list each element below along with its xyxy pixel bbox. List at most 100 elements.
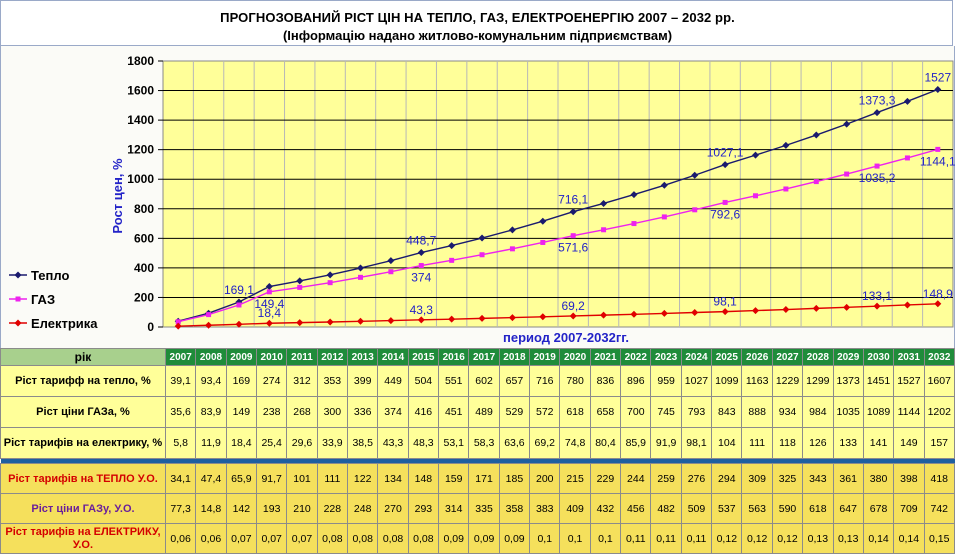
data-point [843, 303, 851, 311]
data-labels: 169,1 448,7 716,1 1027,1 1373,3 1527 149,4 374 5… [224, 71, 955, 321]
table-cell: 0,07 [225, 523, 258, 554]
year-header-cell: 2032 [923, 348, 955, 366]
data-point [205, 321, 213, 329]
data-point [782, 306, 790, 314]
year-header-cell: 2013 [347, 348, 379, 366]
year-header-cell: 2007 [164, 348, 197, 366]
table-cell: 229 [589, 463, 622, 494]
table-cell: 276 [680, 463, 713, 494]
data-point [661, 214, 667, 220]
y-axis-label: Рост цен, % [110, 158, 125, 234]
table-cell: 353 [316, 365, 349, 397]
data-point [752, 151, 759, 159]
table-cell: 85,9 [620, 427, 652, 459]
year-header-cell: 2022 [620, 348, 652, 366]
data-point [874, 163, 880, 169]
year-header-cell: 2009 [225, 348, 258, 366]
data-point [265, 319, 273, 327]
table-cell: 118 [771, 427, 804, 459]
table-cell: 98,1 [680, 427, 713, 459]
table-cell: 193 [255, 493, 288, 524]
table-cell: 343 [802, 463, 834, 494]
table-cell: 793 [680, 396, 713, 428]
table-cell: 529 [498, 396, 531, 428]
table-cell: 29,6 [286, 427, 318, 459]
table-cell: 126 [802, 427, 834, 459]
year-header-cell: 2027 [771, 348, 804, 366]
table-cell: 48,3 [407, 427, 440, 459]
data-point [903, 301, 911, 309]
y-tick-label: 1800 [127, 54, 154, 68]
table-row: Ріст ціни ГАЗу, У.О. 77,3 14,8 142 193 210 228… [0, 493, 955, 524]
data-label: 18,4 [258, 306, 282, 320]
table-cell: 309 [741, 463, 773, 494]
data-point [235, 320, 243, 328]
table-cell: 0,12 [771, 523, 804, 554]
series-1 [174, 86, 942, 325]
table-cell: 210 [286, 493, 318, 524]
table-cell: 0,1 [589, 523, 622, 554]
table-cell: 888 [741, 396, 773, 428]
y-axis: 0 200 400 600 800 1000 1200 1400 1600 1800 [127, 54, 163, 334]
table-cell: 1527 [893, 365, 925, 397]
table-cell: 157 [923, 427, 955, 459]
data-label: 1027,1 [707, 146, 744, 160]
table-cell: 39,1 [164, 365, 197, 397]
table-cell: 33,9 [316, 427, 349, 459]
data-label: 716,1 [558, 193, 588, 207]
data-point [175, 319, 181, 325]
table-cell: 274 [255, 365, 288, 397]
data-point [326, 318, 334, 326]
data-point [417, 316, 425, 324]
data-point [327, 280, 333, 286]
year-header-cell: 2018 [498, 348, 531, 366]
legend-label: ГАЗ [31, 292, 55, 307]
data-point [812, 304, 820, 312]
separator-cell [0, 458, 955, 464]
table-cell: 1451 [862, 365, 895, 397]
data-label: 149,4 [254, 297, 284, 311]
table-cell: 418 [923, 463, 955, 494]
data-point [630, 191, 638, 199]
year-header-cell: 2008 [195, 348, 227, 366]
table-cell: 11,9 [195, 427, 227, 459]
data-point [660, 309, 668, 317]
data-point [206, 312, 212, 318]
data-point [418, 263, 424, 269]
table-cell: 1202 [923, 396, 955, 428]
data-point [753, 193, 758, 199]
data-point [448, 315, 456, 323]
data-point [873, 109, 881, 117]
row-label: Ріст ціни ГАЗа, % [0, 396, 166, 428]
table-row: Ріст тарифів на ТЕПЛО У.О. 34,1 47,4 65,9 91… [0, 463, 955, 494]
data-point [843, 120, 851, 128]
table-cell: 780 [559, 365, 591, 397]
data-point [631, 221, 637, 227]
table-cell: 647 [832, 493, 864, 524]
row-label: Ріст ціни ГАЗу, У.О. [0, 493, 166, 524]
data-point [812, 131, 820, 139]
table-separator [0, 458, 955, 464]
table-cell: 504 [407, 365, 440, 397]
data-point [600, 199, 608, 207]
table-cell: 228 [316, 493, 349, 524]
data-point [691, 309, 699, 317]
table-cell: 325 [771, 463, 804, 494]
data-label: 98,1 [713, 295, 737, 309]
table-cell: 0,09 [438, 523, 470, 554]
table-cell: 836 [589, 365, 622, 397]
year-header-cell: 2014 [377, 348, 409, 366]
table-cell: 537 [711, 493, 743, 524]
table-cell: 294 [711, 463, 743, 494]
table-cell: 0,14 [893, 523, 925, 554]
year-header-cell: 2020 [559, 348, 591, 366]
data-point [326, 271, 334, 279]
data-label: 69,2 [562, 299, 586, 313]
title-box: ПРОГНОЗОВАНИЙ РІСТ ЦІН НА ТЕПЛО, ГАЗ, ЕЛ… [0, 0, 953, 46]
table-cell: 1163 [741, 365, 773, 397]
table-cell: 1607 [923, 365, 955, 397]
data-point [904, 155, 910, 161]
data-point [934, 86, 942, 94]
table-cell: 896 [620, 365, 652, 397]
year-header-label: рік [0, 348, 166, 366]
